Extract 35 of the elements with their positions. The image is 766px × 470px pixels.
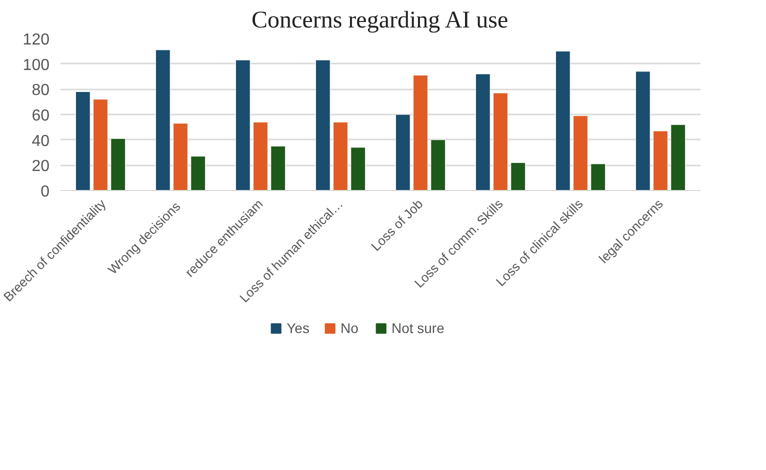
y-tick-label: 120 bbox=[22, 32, 50, 48]
bar bbox=[75, 91, 90, 190]
bar bbox=[270, 146, 286, 190]
bar bbox=[475, 74, 490, 190]
bar bbox=[555, 50, 570, 190]
chart-title: Concerns regarding AI use bbox=[252, 8, 508, 34]
y-tick-label: 0 bbox=[40, 184, 50, 200]
bar bbox=[670, 124, 686, 190]
bar bbox=[315, 60, 330, 190]
bar bbox=[395, 114, 410, 190]
bar bbox=[590, 164, 606, 190]
bar bbox=[510, 162, 526, 190]
y-tick-label: 60 bbox=[32, 108, 50, 124]
bar bbox=[350, 147, 366, 190]
bar bbox=[93, 99, 108, 190]
bar bbox=[635, 71, 650, 190]
bar bbox=[333, 122, 348, 190]
bar bbox=[493, 92, 508, 190]
y-tick-label: 40 bbox=[32, 132, 50, 150]
bar bbox=[573, 116, 588, 190]
bar bbox=[173, 123, 188, 190]
bar bbox=[190, 156, 206, 190]
bar bbox=[155, 50, 170, 190]
bar bbox=[413, 74, 428, 190]
bar bbox=[110, 138, 126, 190]
bar bbox=[235, 60, 250, 190]
legend-label: No bbox=[340, 320, 360, 336]
bar bbox=[653, 130, 668, 190]
y-tick-label: 100 bbox=[22, 56, 50, 74]
y-tick-label: 20 bbox=[32, 158, 50, 176]
bar bbox=[430, 140, 446, 190]
legend-label: Not sure bbox=[391, 320, 444, 336]
y-tick-label: 80 bbox=[32, 82, 50, 100]
bar bbox=[253, 122, 268, 190]
legend-label: Yes bbox=[286, 320, 310, 336]
